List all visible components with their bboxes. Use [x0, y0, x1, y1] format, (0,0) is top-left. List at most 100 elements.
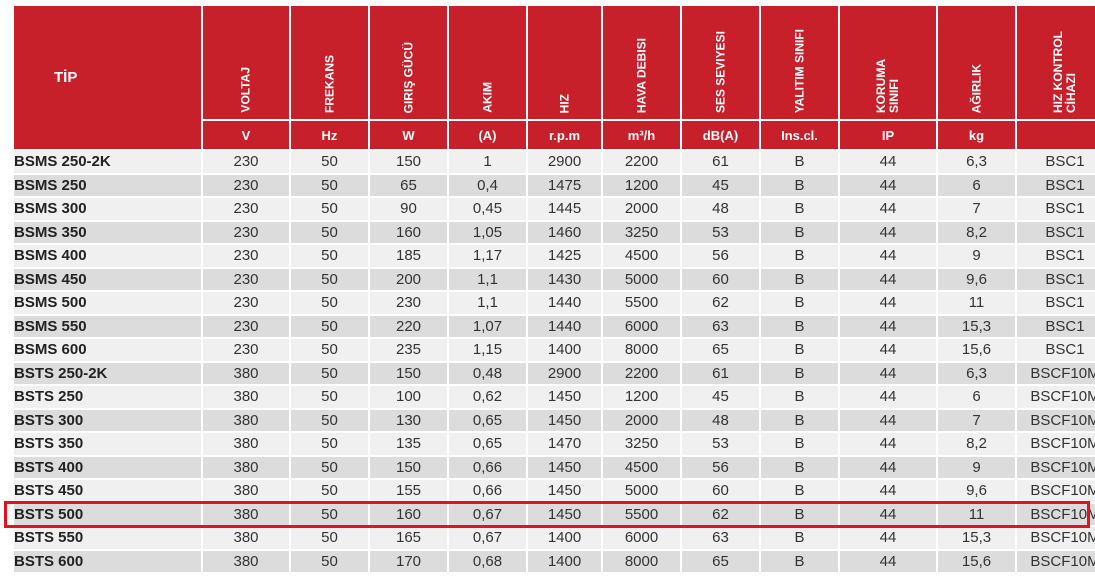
row-value-cell: 4500: [603, 456, 680, 478]
row-type-cell: BSMS 250: [14, 174, 201, 196]
row-value-cell: B: [761, 362, 838, 384]
row-value-cell: 230: [203, 151, 289, 173]
row-value-cell: BSC1: [1017, 221, 1095, 243]
row-value-cell: 62: [682, 503, 759, 525]
row-value-cell: B: [761, 550, 838, 572]
column-header-tip: TİP: [14, 6, 201, 149]
table-row: BSMS 550 230 50 220 1,07 1440 6000 63 B 44 15,3 BSC…: [14, 315, 1095, 337]
row-value-cell: 1460: [528, 221, 601, 243]
row-value-cell: 380: [203, 456, 289, 478]
row-value-cell: 6000: [603, 315, 680, 337]
row-value-cell: 62: [682, 292, 759, 314]
unit-cell: W: [370, 121, 447, 149]
row-value-cell: 44: [840, 151, 936, 173]
row-value-cell: 230: [203, 268, 289, 290]
row-value-cell: 2000: [603, 409, 680, 431]
unit-cell: [1017, 121, 1095, 149]
column-header-giris-gucu: GIRIŞ GÜCÜ: [370, 6, 447, 119]
table-row: BSTS 500 380 50 160 0,67 1450 5500 62 B 44 11 BSCF1…: [14, 503, 1095, 525]
row-value-cell: 48: [682, 198, 759, 220]
row-value-cell: 230: [203, 339, 289, 361]
row-value-cell: 380: [203, 409, 289, 431]
row-value-cell: 220: [370, 315, 447, 337]
row-value-cell: 50: [291, 503, 368, 525]
row-value-cell: 380: [203, 550, 289, 572]
row-value-cell: 8000: [603, 339, 680, 361]
row-value-cell: 44: [840, 245, 936, 267]
row-value-cell: BSCF10M: [1017, 433, 1095, 455]
unit-row: V Hz W (A) r.p.m m³/h dB(A) Ins.cl. IP k…: [14, 121, 1095, 149]
row-value-cell: 1450: [528, 503, 601, 525]
row-value-cell: 50: [291, 221, 368, 243]
row-type-cell: BSMS 350: [14, 221, 201, 243]
column-header-label: YALITIM SINIFI: [792, 28, 806, 113]
column-header-voltaj: VOLTAJ: [203, 6, 289, 119]
row-value-cell: 50: [291, 198, 368, 220]
table-row: BSMS 250 230 50 65 0,4 1475 1200 45 B 44 6 BSC1: [14, 174, 1095, 196]
row-value-cell: 15,6: [938, 550, 1015, 572]
row-value-cell: 1440: [528, 292, 601, 314]
row-value-cell: 230: [203, 221, 289, 243]
row-type-cell: BSTS 300: [14, 409, 201, 431]
row-value-cell: 9: [938, 456, 1015, 478]
table-row: BSMS 300 230 50 90 0,45 1445 2000 48 B 44 7 BSC1: [14, 198, 1095, 220]
row-value-cell: 15,3: [938, 315, 1015, 337]
row-value-cell: 44: [840, 268, 936, 290]
row-value-cell: B: [761, 480, 838, 502]
row-value-cell: 3250: [603, 433, 680, 455]
row-value-cell: 9,6: [938, 480, 1015, 502]
row-value-cell: BSC1: [1017, 315, 1095, 337]
table-row: BSTS 450 380 50 155 0,66 1450 5000 60 B 44 9,6 BSCF…: [14, 480, 1095, 502]
row-value-cell: 230: [203, 174, 289, 196]
unit-cell: V: [203, 121, 289, 149]
column-header-label: KORUMA SINIFI: [874, 59, 901, 113]
row-value-cell: 2000: [603, 198, 680, 220]
unit-cell: dB(A): [682, 121, 759, 149]
column-header-label: HAVA DEBISI: [634, 37, 648, 113]
row-type-cell: BSMS 400: [14, 245, 201, 267]
row-value-cell: 100: [370, 386, 447, 408]
row-value-cell: 1475: [528, 174, 601, 196]
row-value-cell: 53: [682, 221, 759, 243]
row-type-cell: BSTS 550: [14, 527, 201, 549]
row-value-cell: B: [761, 503, 838, 525]
row-value-cell: BSCF10M: [1017, 527, 1095, 549]
unit-cell: m³/h: [603, 121, 680, 149]
row-value-cell: 45: [682, 386, 759, 408]
row-value-cell: B: [761, 268, 838, 290]
row-value-cell: 50: [291, 386, 368, 408]
table-row: BSMS 500 230 50 230 1,1 1440 5500 62 B 44 11 BSC1: [14, 292, 1095, 314]
row-value-cell: 65: [682, 339, 759, 361]
row-value-cell: B: [761, 198, 838, 220]
row-value-cell: 6,3: [938, 362, 1015, 384]
row-value-cell: 8,2: [938, 433, 1015, 455]
row-value-cell: BSC1: [1017, 198, 1095, 220]
row-value-cell: 150: [370, 151, 447, 173]
row-type-cell: BSMS 300: [14, 198, 201, 220]
row-type-cell: BSTS 500: [14, 503, 201, 525]
column-header-koruma-sinifi: KORUMA SINIFI: [840, 6, 936, 119]
row-value-cell: 150: [370, 456, 447, 478]
row-type-cell: BSTS 250: [14, 386, 201, 408]
row-value-cell: 44: [840, 315, 936, 337]
row-value-cell: 5000: [603, 268, 680, 290]
row-value-cell: 380: [203, 503, 289, 525]
row-value-cell: B: [761, 174, 838, 196]
column-header-label: FREKANS: [322, 54, 336, 113]
row-value-cell: 1450: [528, 386, 601, 408]
row-value-cell: 0,45: [449, 198, 526, 220]
table-row: BSMS 250-2K 230 50 150 1 2900 2200 61 B 44 6,3 BSC1: [14, 151, 1095, 173]
row-value-cell: 6,3: [938, 151, 1015, 173]
row-value-cell: 150: [370, 362, 447, 384]
row-type-cell: BSTS 350: [14, 433, 201, 455]
row-value-cell: BSC1: [1017, 245, 1095, 267]
row-value-cell: 48: [682, 409, 759, 431]
row-value-cell: 4500: [603, 245, 680, 267]
table-row: BSTS 250 380 50 100 0,62 1450 1200 45 B 44 6 BSCF10…: [14, 386, 1095, 408]
row-value-cell: BSCF10M: [1017, 550, 1095, 572]
row-value-cell: 8,2: [938, 221, 1015, 243]
row-value-cell: 165: [370, 527, 447, 549]
row-value-cell: 1200: [603, 386, 680, 408]
row-value-cell: 1200: [603, 174, 680, 196]
column-header-yalitim-sinifi: YALITIM SINIFI: [761, 6, 838, 119]
